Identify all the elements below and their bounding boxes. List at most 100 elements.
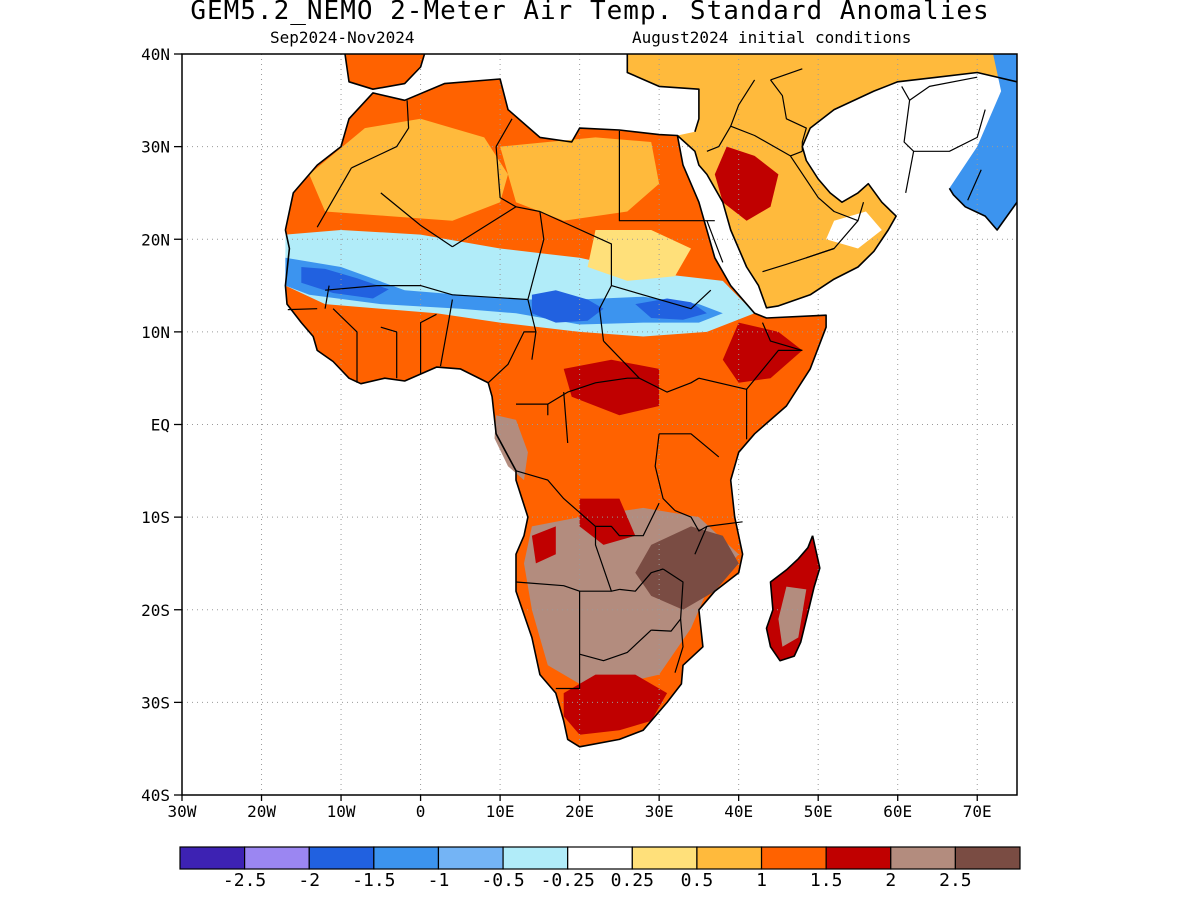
colorbar-swatch — [308, 846, 375, 870]
colorbar-swatch — [696, 846, 763, 870]
region-madagascar-brown — [778, 586, 807, 647]
colorbar-swatch — [954, 846, 1021, 870]
country-border — [618, 130, 715, 222]
country-border — [694, 521, 743, 555]
colorbar-label: -1.5 — [352, 870, 395, 891]
country-border — [563, 392, 569, 444]
colorbar-swatch — [179, 846, 246, 870]
region-sahara-warm-west — [309, 118, 508, 221]
x-tick-label: 20E — [565, 802, 594, 821]
country-border — [913, 109, 986, 152]
country-border — [495, 146, 517, 208]
country-border — [332, 308, 358, 383]
coastline — [626, 54, 700, 133]
country-border — [770, 68, 803, 81]
coastline — [284, 78, 827, 748]
y-tick-label: 40N — [141, 45, 170, 64]
colorbar: -2.5 -2 -1.5 -1 -0.5 -0.25 0.25 0.5 1 1.5 2 2.5 — [179, 846, 1021, 891]
region-ethiopia-cold-spot — [635, 298, 707, 320]
forecast-period: Sep2024-Nov2024 — [270, 28, 415, 47]
y-tick-label: 30N — [141, 138, 170, 157]
x-tick-label: 60E — [883, 802, 912, 821]
country-border — [516, 403, 549, 416]
colorbar-label: -0.5 — [481, 870, 524, 891]
country-border — [659, 433, 720, 458]
country-border — [515, 470, 660, 537]
country-border — [527, 211, 545, 300]
colorbar-label: 0.5 — [681, 870, 714, 891]
x-tick-label: 30W — [168, 802, 197, 821]
x-tick-label: 0 — [416, 802, 426, 821]
y-tick-label: 20N — [141, 230, 170, 249]
country-border — [316, 167, 352, 228]
country-border — [654, 433, 676, 512]
country-border — [515, 581, 612, 592]
country-border — [439, 299, 453, 367]
country-border — [324, 285, 330, 309]
y-tick-label: 20S — [141, 601, 170, 620]
country-border — [287, 308, 318, 311]
colorbar-label: -0.25 — [541, 870, 595, 891]
colorbar-label: 2 — [885, 870, 896, 891]
coastline — [765, 535, 821, 662]
country-border — [594, 526, 620, 592]
country-border — [579, 629, 652, 662]
region-namibia-hot — [531, 526, 556, 564]
colorbar-swatch — [244, 846, 310, 870]
country-border — [325, 285, 528, 301]
country-border — [901, 86, 915, 194]
region-gabon-brown — [494, 415, 528, 481]
colorbar-label: 1.5 — [810, 870, 843, 891]
colorbar-label: 1 — [756, 870, 767, 891]
region-west-sahel-cold-spot — [301, 267, 389, 299]
coastline — [948, 187, 1017, 231]
country-border — [547, 377, 640, 405]
country-border — [698, 349, 803, 390]
country-border — [761, 322, 803, 351]
region-chad-cold-spot — [531, 290, 604, 323]
colorbar-swatch — [890, 846, 956, 870]
colorbar-label: -1 — [428, 870, 450, 891]
country-border — [674, 618, 684, 673]
chart-title: GEM5.2_NEMO 2-Meter Air Temp. Standard A… — [190, 0, 990, 26]
x-tick-label: 20W — [247, 802, 276, 821]
colorbar-swatch — [502, 846, 569, 870]
country-border — [967, 169, 982, 201]
region-south-africa-hot — [563, 674, 668, 735]
country-border — [611, 285, 712, 310]
y-tick-label: 10N — [141, 323, 170, 342]
region-arabia-hot — [714, 146, 779, 221]
colorbar-swatch — [825, 846, 892, 870]
region-sudan-warm — [587, 230, 691, 281]
country-border — [909, 76, 978, 101]
coastline — [676, 71, 1017, 309]
colorbar-swatch — [567, 846, 633, 870]
country-border — [789, 155, 865, 222]
anomaly-regions — [285, 54, 1017, 747]
region-angola-hot — [579, 498, 636, 545]
x-tick-label: 10W — [327, 802, 356, 821]
country-border — [380, 192, 453, 248]
initial-conditions: August2024 initial conditions — [632, 28, 912, 47]
colorbar-swatch — [631, 846, 698, 870]
country-border — [674, 510, 708, 532]
region-iberia-land — [345, 54, 425, 90]
x-tick-label: 30E — [645, 802, 674, 821]
colorbar-label: 0.25 — [611, 870, 654, 891]
colorbar-swatch — [437, 846, 504, 870]
country-border — [603, 340, 700, 393]
x-tick-label: 70E — [963, 802, 992, 821]
country-border — [487, 331, 536, 384]
region-arabia-land — [627, 54, 1017, 308]
colorbar-swatch — [760, 846, 827, 870]
country-borders — [287, 68, 986, 690]
country-border — [619, 568, 664, 592]
x-tick-label: 10E — [486, 802, 515, 821]
y-tick-label: EQ — [151, 416, 170, 435]
country-border — [380, 326, 398, 379]
colorbar-label: -2.5 — [223, 870, 266, 891]
gridlines — [182, 54, 1017, 795]
colorbar-swatch — [373, 846, 440, 870]
